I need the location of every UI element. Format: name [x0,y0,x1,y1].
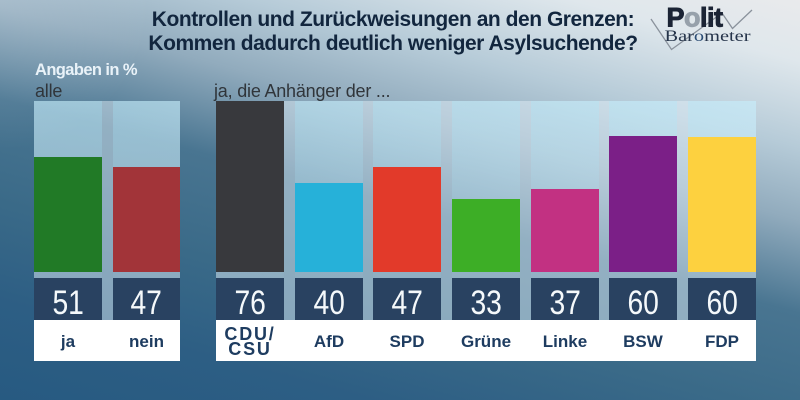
svg-text:Polit: Polit [667,3,724,33]
